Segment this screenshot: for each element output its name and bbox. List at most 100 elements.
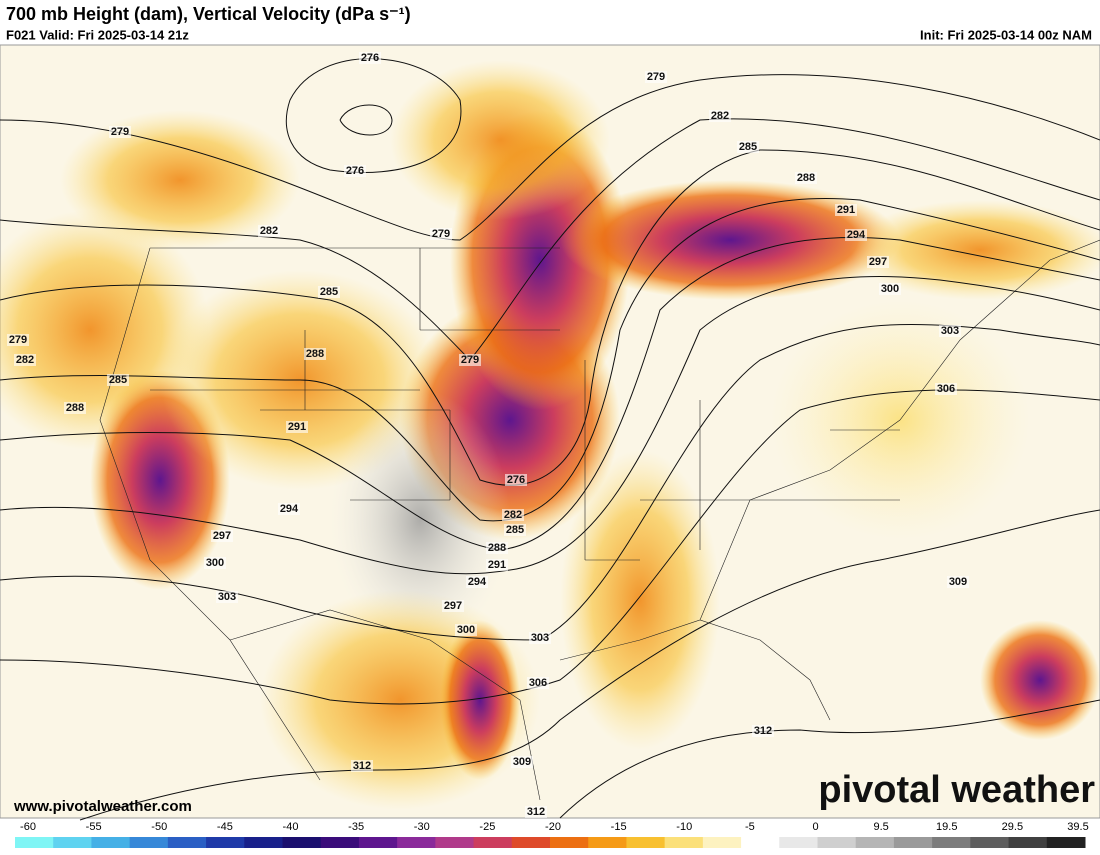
contour-label: 288 bbox=[488, 542, 506, 554]
label-bg bbox=[504, 524, 526, 536]
colorbar-cell bbox=[167, 837, 207, 848]
contour-label: 300 bbox=[457, 624, 475, 636]
colorbar-cell bbox=[435, 837, 475, 848]
colorbar-tick-label: -35 bbox=[348, 821, 364, 833]
contour-label: 294 bbox=[847, 229, 866, 241]
contour-label: 297 bbox=[444, 600, 462, 612]
label-bg bbox=[204, 557, 226, 569]
contour-labels: 2762762792792822852882912942973003033063… bbox=[7, 52, 969, 818]
contour-label: 312 bbox=[353, 760, 371, 772]
colorbar-cell bbox=[473, 837, 513, 848]
label-bg bbox=[935, 383, 957, 395]
colorbar-tick-label: -25 bbox=[479, 821, 495, 833]
contour-label: 276 bbox=[361, 52, 379, 64]
contour-label: 291 bbox=[288, 421, 306, 433]
label-bg bbox=[64, 402, 86, 414]
colorbar-cell bbox=[1046, 837, 1086, 848]
label-bg bbox=[351, 760, 373, 772]
label-bg bbox=[511, 756, 533, 768]
colorbar-cell bbox=[588, 837, 627, 848]
label-bg bbox=[442, 600, 464, 612]
colorbar-tick-label: -15 bbox=[611, 821, 627, 833]
colorbar-tick-label: 9.5 bbox=[873, 821, 888, 833]
contour-label: 297 bbox=[869, 256, 887, 268]
label-bg bbox=[525, 806, 547, 818]
colorbar-tick-label: -40 bbox=[283, 821, 299, 833]
label-bg bbox=[879, 283, 901, 295]
label-bg bbox=[344, 165, 366, 177]
label-bg bbox=[278, 503, 300, 515]
label-bg bbox=[258, 225, 280, 237]
contour-label: 285 bbox=[109, 374, 127, 386]
contour-label: 294 bbox=[280, 503, 299, 515]
colorbar-tick-label: -55 bbox=[86, 821, 102, 833]
label-bg bbox=[216, 591, 238, 603]
label-bg bbox=[466, 576, 488, 588]
contour-label: 276 bbox=[507, 474, 525, 486]
colorbar-cell bbox=[970, 837, 1010, 848]
height-contours bbox=[0, 58, 1100, 821]
colorbar-cell bbox=[932, 837, 971, 848]
label-bg bbox=[709, 110, 731, 122]
label-bg bbox=[109, 126, 131, 138]
label-bg bbox=[835, 204, 857, 216]
label-bg bbox=[304, 348, 326, 360]
colorbar-cell bbox=[741, 837, 780, 848]
colorbar-cell bbox=[397, 837, 436, 848]
contour-label: 312 bbox=[754, 725, 772, 737]
contour-label: 285 bbox=[320, 286, 338, 298]
colorbar-cell bbox=[702, 837, 742, 848]
colorbar-cell bbox=[244, 837, 283, 848]
label-bg bbox=[737, 141, 759, 153]
colorbar-cell bbox=[282, 837, 322, 848]
logo: pivotal weather bbox=[818, 769, 1095, 811]
label-bg bbox=[107, 374, 129, 386]
contour-label: 282 bbox=[16, 354, 34, 366]
contour-label: 282 bbox=[504, 509, 522, 521]
label-bg bbox=[486, 542, 508, 554]
contour-label: 279 bbox=[9, 334, 27, 346]
label-bg bbox=[359, 52, 381, 64]
contour-label: 306 bbox=[529, 677, 547, 689]
contour-label: 288 bbox=[797, 172, 815, 184]
colorbar-cell bbox=[15, 837, 54, 848]
header: 700 mb Height (dam), Vertical Velocity (… bbox=[6, 4, 1092, 43]
contour-label: 309 bbox=[513, 756, 531, 768]
contour-label: 303 bbox=[218, 591, 236, 603]
contour-label: 297 bbox=[213, 530, 231, 542]
colorbar-cell bbox=[779, 837, 818, 848]
colorbar-tick-label: -10 bbox=[676, 821, 692, 833]
label-bg bbox=[795, 172, 817, 184]
colorbar-cell bbox=[626, 837, 666, 848]
label-bg bbox=[867, 256, 889, 268]
colorbar-tick-label: 29.5 bbox=[1002, 821, 1023, 833]
contour-label: 291 bbox=[837, 204, 855, 216]
contour-label: 276 bbox=[346, 165, 364, 177]
contour-label: 312 bbox=[527, 806, 545, 818]
colorbar-cell bbox=[206, 837, 245, 848]
contour-label: 282 bbox=[260, 225, 278, 237]
contour-label: 279 bbox=[111, 126, 129, 138]
colorbar-tick-label: 0 bbox=[812, 821, 818, 833]
colorbar-cell bbox=[550, 837, 589, 848]
contour-label: 288 bbox=[66, 402, 84, 414]
label-bg bbox=[505, 474, 527, 486]
label-bg bbox=[211, 530, 233, 542]
label-bg bbox=[14, 354, 36, 366]
contour-label: 309 bbox=[949, 576, 967, 588]
colorbar-tick-label: -5 bbox=[745, 821, 755, 833]
contour-label: 285 bbox=[506, 524, 524, 536]
label-bg bbox=[286, 421, 308, 433]
colorbar-tick-label: 19.5 bbox=[936, 821, 957, 833]
label-bg bbox=[318, 286, 340, 298]
colorbar-cell bbox=[817, 837, 857, 848]
website: www.pivotalweather.com bbox=[13, 798, 192, 815]
colorbar-tick-label: -30 bbox=[414, 821, 430, 833]
label-bg bbox=[7, 334, 29, 346]
colorbar-cell bbox=[358, 837, 398, 848]
label-bg bbox=[529, 632, 551, 644]
contour-label: 303 bbox=[941, 325, 959, 337]
label-bg bbox=[645, 71, 667, 83]
contour-label: 285 bbox=[739, 141, 757, 153]
contour-label: 303 bbox=[531, 632, 549, 644]
